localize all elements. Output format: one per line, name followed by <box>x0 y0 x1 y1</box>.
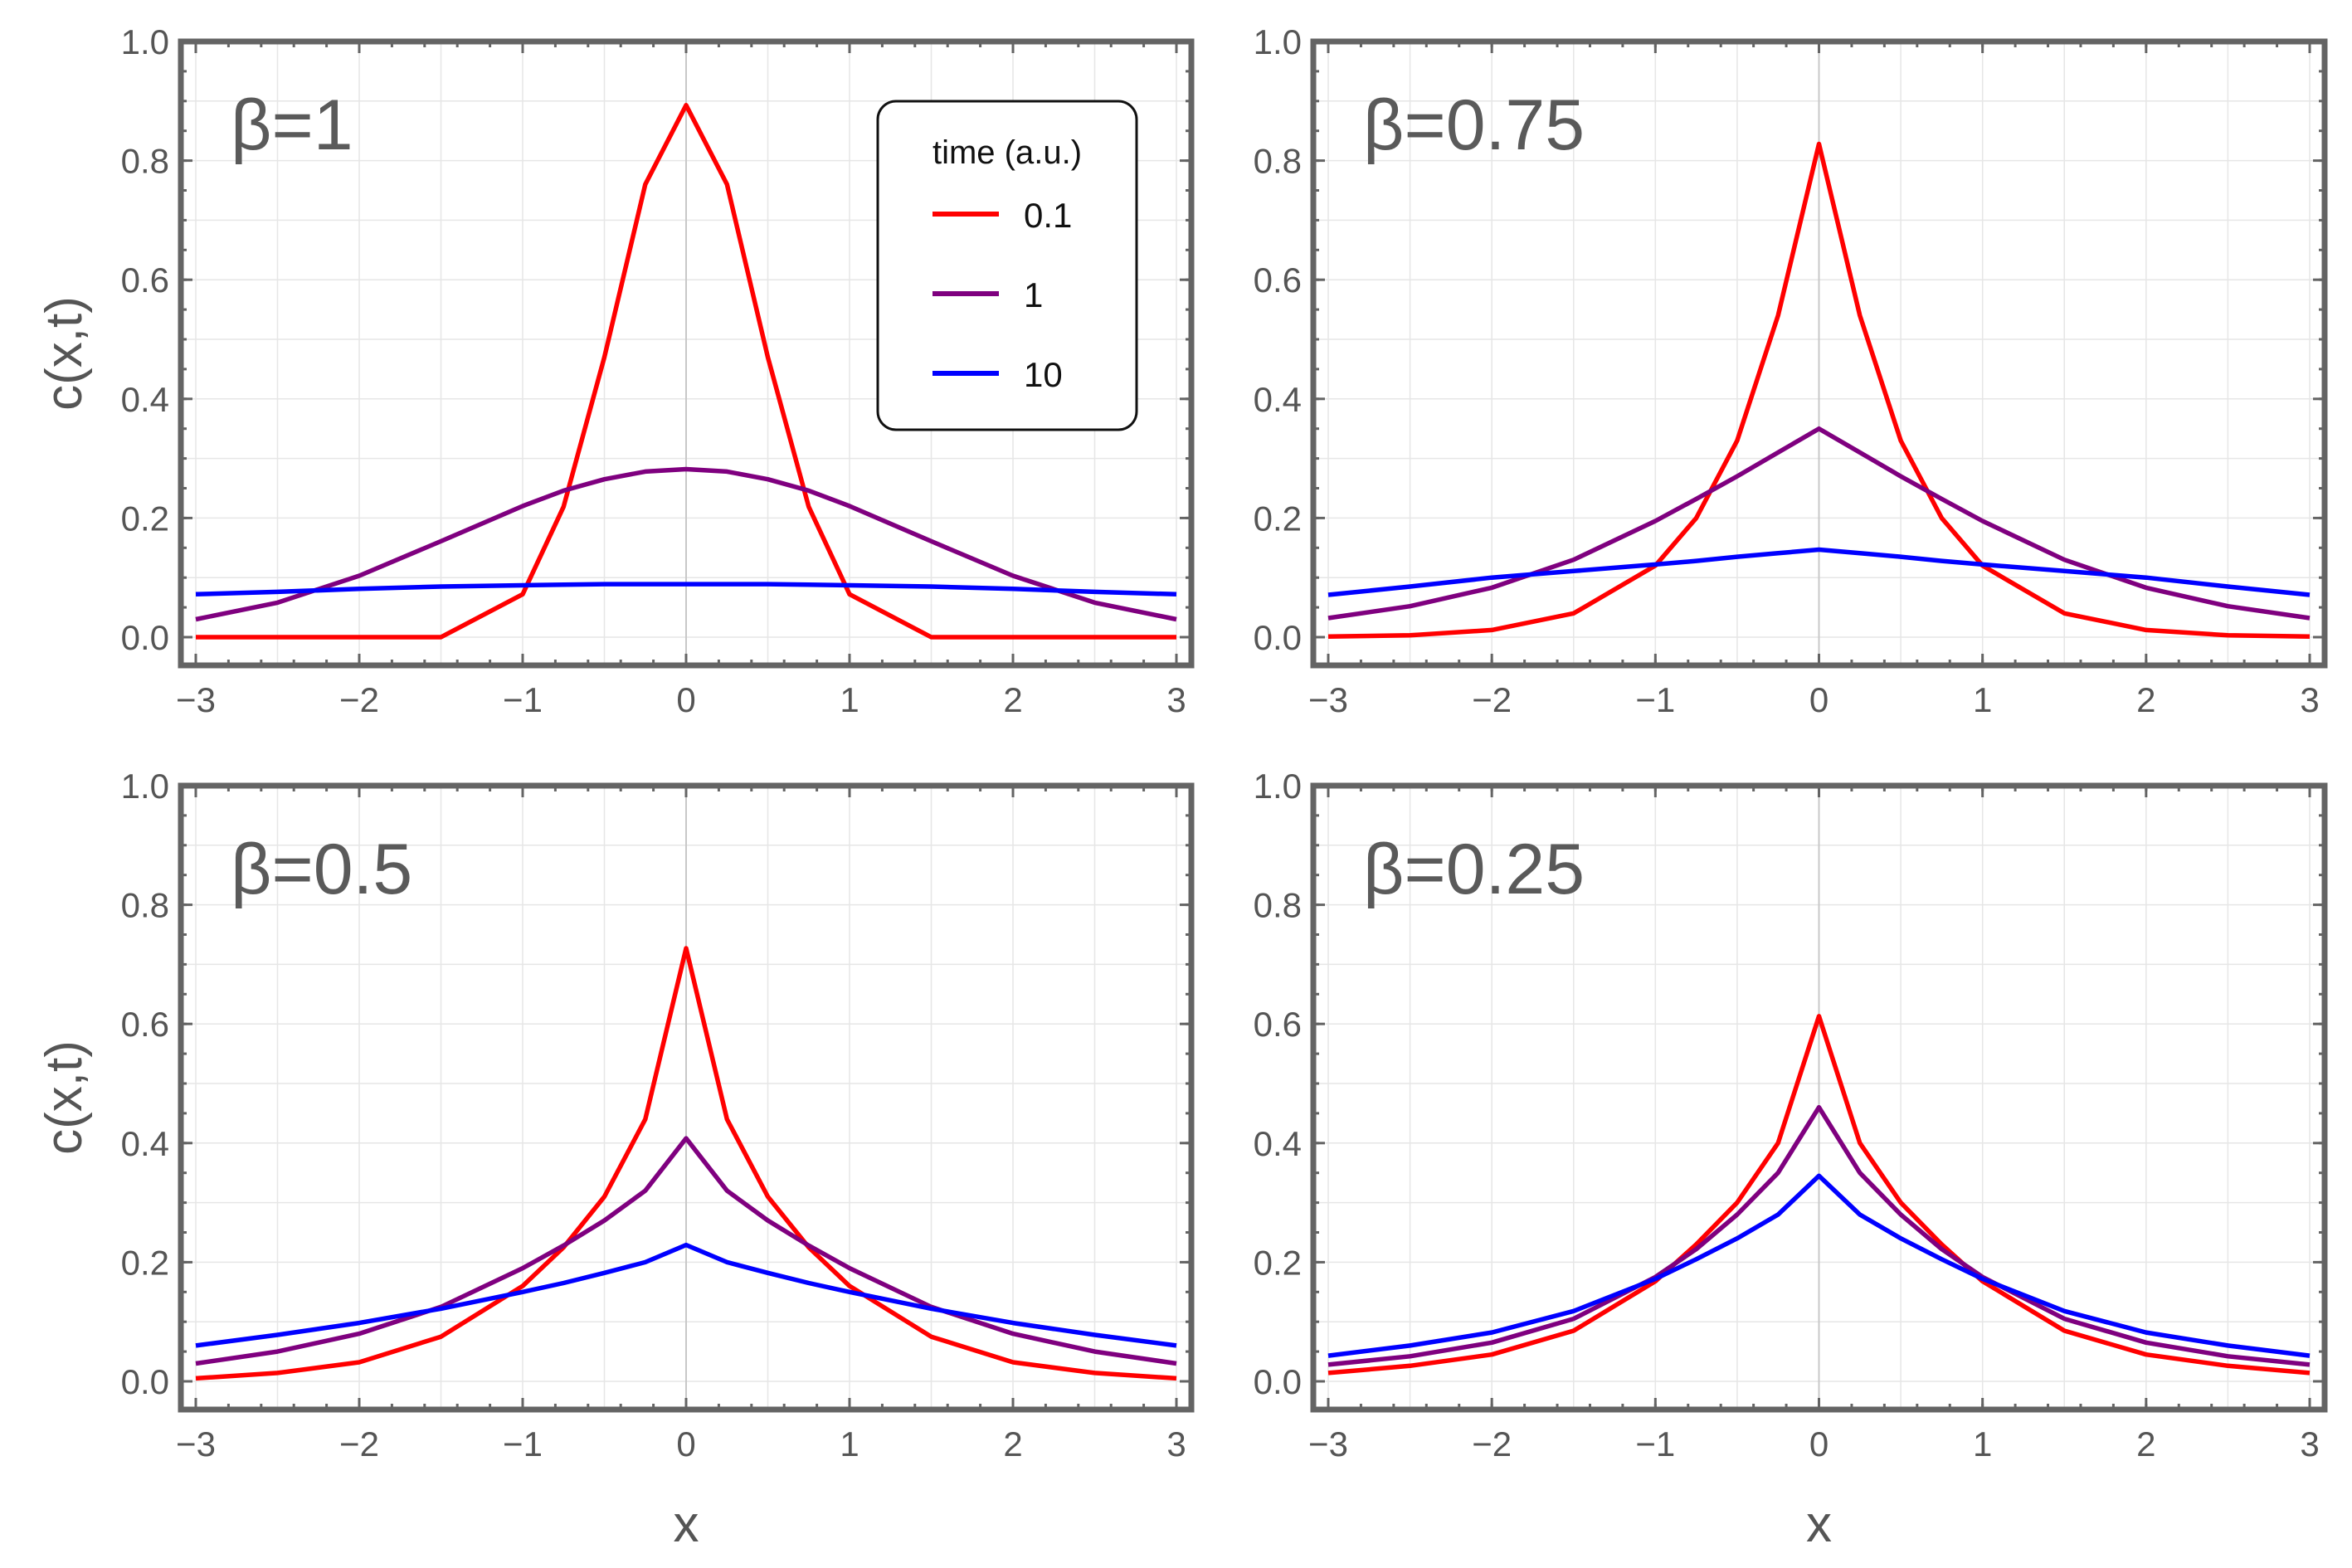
legend-label-1: 1 <box>1024 275 1043 314</box>
y-tick-label: 0.4 <box>121 380 169 419</box>
x-tick-label: −1 <box>1635 680 1675 719</box>
series-line-t10 <box>195 1242 1177 1348</box>
x-tick-label: −3 <box>1308 680 1348 719</box>
y-tick-label: 0.6 <box>121 261 169 299</box>
series-line-t1 <box>1327 1104 2311 1367</box>
x-tick-label: 1 <box>840 680 859 719</box>
y-tick-label: 0.8 <box>121 142 169 181</box>
y-tick-label: 0.8 <box>1254 886 1302 925</box>
y-axis-label: c(x,t) <box>36 1040 93 1155</box>
y-tick-label: 0.0 <box>121 618 169 657</box>
series-line-t1 <box>195 466 1177 622</box>
panel-bottom-left: −3 −2 −1 0 1 2 3 0.0 0.2 0.4 0.6 0.8 1.0 β=0.5 c(x,t) x <box>36 767 1195 1553</box>
y-tick-label: 0.4 <box>1254 380 1302 419</box>
series-line-t0_1 <box>195 946 1177 1381</box>
series-line-t10 <box>1327 547 2311 597</box>
series-line-t0_1 <box>1327 141 2311 640</box>
x-tick-label: 1 <box>840 1424 859 1463</box>
y-tick-label: 1.0 <box>121 22 169 61</box>
x-tick-label: 3 <box>1166 680 1186 719</box>
x-tick-label: 3 <box>2300 680 2319 719</box>
x-tick-label: −3 <box>176 680 216 719</box>
x-tick-label: −2 <box>1472 680 1512 719</box>
y-tick-label: 0.6 <box>1254 1005 1302 1044</box>
y-tick-label: 0.2 <box>121 499 169 538</box>
y-tick-label: 0.2 <box>1254 1243 1302 1282</box>
y-tick-label: 1.0 <box>121 767 169 806</box>
series-line-t1 <box>195 1136 1177 1366</box>
panel-top-left: −3 −2 −1 0 1 2 3 0.0 0.2 0.4 0.6 0.8 1.0 β=1 c(x,t) <box>36 22 1195 719</box>
x-tick-label: 3 <box>1166 1424 1186 1463</box>
beta-label: β=0.75 <box>1363 85 1585 165</box>
legend-title: time (a.u.) <box>933 134 1082 171</box>
x-tick-label: −1 <box>503 680 543 719</box>
x-tick-label: 0 <box>676 680 695 719</box>
x-tick-label: 2 <box>1003 1424 1022 1463</box>
y-tick-label: 0.4 <box>1254 1124 1302 1163</box>
y-tick-label: 0.2 <box>1254 499 1302 538</box>
x-axis-label: x <box>1806 1496 1832 1553</box>
y-tick-label: 1.0 <box>1254 767 1302 806</box>
beta-label: β=0.25 <box>1363 830 1585 909</box>
x-tick-label: 2 <box>2136 680 2155 719</box>
y-tick-label: 0.0 <box>121 1362 169 1401</box>
x-tick-label: 0 <box>676 1424 695 1463</box>
x-axis-label: x <box>674 1496 699 1553</box>
x-tick-label: 2 <box>2136 1424 2155 1463</box>
series-line-t0_1 <box>196 103 1176 640</box>
legend: time (a.u.) 0.1 1 10 <box>876 100 1138 431</box>
x-tick-label: −1 <box>503 1424 543 1463</box>
x-tick-label: −2 <box>339 680 379 719</box>
beta-label: β=0.5 <box>231 830 412 909</box>
y-tick-label: 0.0 <box>1254 1362 1302 1401</box>
x-tick-label: 0 <box>1809 680 1829 719</box>
panel-top-right: −3 −2 −1 0 1 2 3 0.0 0.2 0.4 0.6 0.8 1.0 β=0.75 <box>1254 22 2328 719</box>
y-tick-label: 0.6 <box>121 1005 169 1044</box>
beta-label: β=1 <box>231 85 353 165</box>
x-tick-label: −2 <box>1472 1424 1512 1463</box>
y-tick-label: 0.8 <box>121 886 169 925</box>
x-tick-label: −3 <box>1308 1424 1348 1463</box>
y-axis-label: c(x,t) <box>36 296 93 411</box>
y-tick-label: 0.2 <box>121 1243 169 1282</box>
legend-box <box>876 100 1138 431</box>
x-tick-label: 1 <box>1973 1424 1992 1463</box>
series-line-t10 <box>1327 1173 2311 1358</box>
y-tick-label: 0.6 <box>1254 261 1302 299</box>
legend-label-2: 10 <box>1024 355 1063 394</box>
legend-label-0: 0.1 <box>1024 196 1072 235</box>
series-line-t10 <box>195 582 1177 597</box>
y-tick-label: 0.4 <box>121 1124 169 1163</box>
x-tick-label: 0 <box>1809 1424 1829 1463</box>
y-tick-label: 0.0 <box>1254 618 1302 657</box>
series-line-t1 <box>1327 426 2311 621</box>
x-tick-label: −2 <box>339 1424 379 1463</box>
x-tick-label: 3 <box>2300 1424 2319 1463</box>
y-tick-label: 1.0 <box>1254 22 1302 61</box>
y-tick-label: 0.8 <box>1254 142 1302 181</box>
panel-bottom-right: −3 −2 −1 0 1 2 3 0.0 0.2 0.4 0.6 0.8 1.0 β=0.25 x <box>1254 767 2328 1553</box>
chart-panels: −3 −2 −1 0 1 2 30.00.20.40.60.81.0β=1c(x,t)−3−… <box>36 22 2328 1553</box>
series-line-t0_1 <box>1327 1014 2311 1376</box>
x-tick-label: −1 <box>1635 1424 1675 1463</box>
x-tick-label: 1 <box>1973 680 1992 719</box>
x-tick-label: −3 <box>176 1424 216 1463</box>
x-tick-label: 2 <box>1003 680 1022 719</box>
